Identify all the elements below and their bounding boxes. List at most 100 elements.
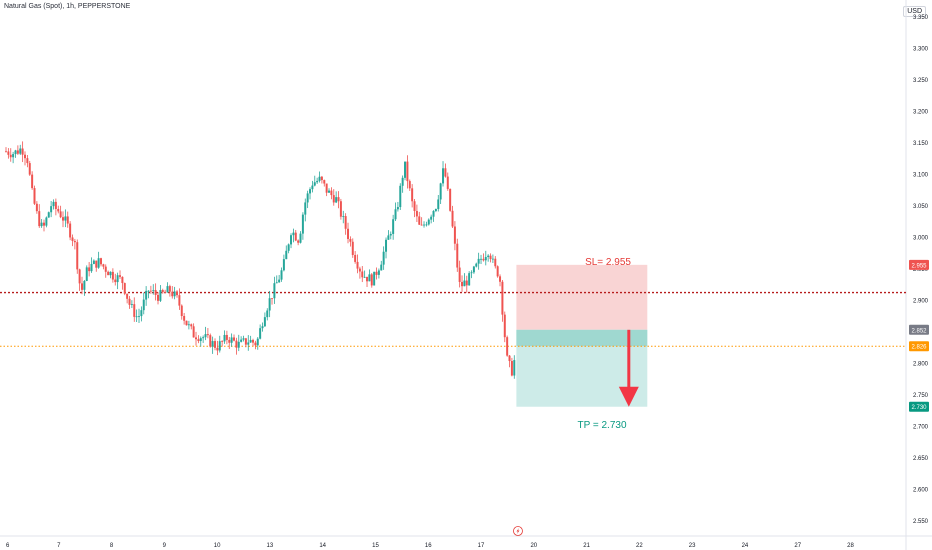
candle-down [176,291,179,296]
candle-down [294,232,297,241]
stop-loss-zone[interactable] [516,264,648,330]
candle-up [211,341,214,347]
candle-down [5,151,7,153]
y-tick-label: 2.650 [913,456,929,462]
candle-up [199,338,202,342]
candle-up [140,310,143,317]
candle-down [38,211,41,227]
sl-label: SL= 2.955 [585,257,631,268]
candle-down [358,268,361,272]
candle-down [168,286,171,292]
candle-up [304,202,307,215]
candle-up [19,148,22,154]
candle-up [45,217,48,226]
candle-up [389,233,392,236]
candle-down [62,217,65,221]
candle-down [453,226,456,244]
candle-down [183,316,186,321]
candle-up [287,244,290,251]
candle-up [223,334,226,342]
candle-up [423,224,426,226]
lightning-glyph [516,528,520,534]
candle-up [142,299,145,311]
candle-up [487,255,490,258]
candle-down [16,150,19,154]
candle-up [247,342,250,345]
candle-up [306,193,309,203]
candle-down [149,290,152,292]
price-tag-tp [909,401,929,412]
candle-up [261,326,264,329]
candle-up [377,270,380,275]
y-tick-label: 3.150 [913,141,929,147]
candles [5,141,516,379]
candle-down [123,283,126,294]
candle-up [491,258,494,260]
candle-down [361,271,364,278]
event-marker[interactable] [513,526,523,536]
candle-down [406,161,409,182]
candle-up [463,280,466,287]
candle-up [259,328,262,339]
candle-up [92,260,95,264]
candle-up [425,224,428,226]
candle-up [335,197,338,203]
candle-down [126,293,129,299]
price-tag-label: 2.955 [911,263,927,269]
x-tick-label: 13 [267,543,274,549]
candle-down [54,201,57,209]
candle-up [380,264,383,271]
candle-down [43,222,46,226]
candle-down [161,290,164,293]
candle-down [107,271,110,276]
candle-down [508,355,511,362]
candle-down [157,294,160,301]
candle-up [477,258,480,264]
currency-label[interactable]: USD [903,6,926,17]
candle-down [190,324,193,327]
x-tick-label: 16 [425,543,432,549]
candle-down [349,238,352,242]
price-axis[interactable]: 3.350 3.300 3.250 3.200 3.150 3.100 3.050 3.000… [913,15,929,525]
candle-down [366,276,369,282]
candle-down [413,201,416,211]
candle-down [347,228,350,239]
candle-up [427,219,430,225]
candle-down [178,295,181,306]
chart-title: Natural Gas (Spot), 1h, PEPPERSTONE [4,3,131,10]
y-tick-label: 2.950 [913,267,929,273]
candle-down [456,243,459,268]
candle-down [69,223,72,238]
trade-arrow [618,329,639,407]
tp-label: TP = 2.730 [577,420,626,431]
candle-down [451,210,454,227]
candle-down [95,260,98,268]
candle-up [83,280,86,290]
candle-down [214,341,217,348]
candle-down [221,341,224,342]
y-tick-label: 3.300 [913,46,929,52]
candle-down [102,264,105,267]
x-tick-label: 7 [57,543,61,549]
candle-down [420,224,423,226]
candle-down [351,241,354,255]
time-axis[interactable]: 6 7 8 9 10 13 14 15 16 17 20 21 22 23 24 27 28 [6,543,854,549]
candle-down [233,337,236,341]
candle-up [311,185,314,190]
candle-down [133,304,136,317]
candle-down [510,361,513,376]
candle-up [237,341,240,348]
candle-down [21,148,24,155]
annotations: SL= 2.955 TP = 2.730 [577,257,631,431]
y-tick-label: 2.700 [913,425,929,431]
candle-up [404,161,407,178]
candle-down [330,190,333,196]
candle-up [472,266,475,273]
candle-down [121,276,124,284]
candle-down [225,334,228,340]
candle-down [7,151,10,155]
y-tick-label: 3.000 [913,235,929,241]
candle-down [119,275,122,277]
candle-up [52,201,55,207]
